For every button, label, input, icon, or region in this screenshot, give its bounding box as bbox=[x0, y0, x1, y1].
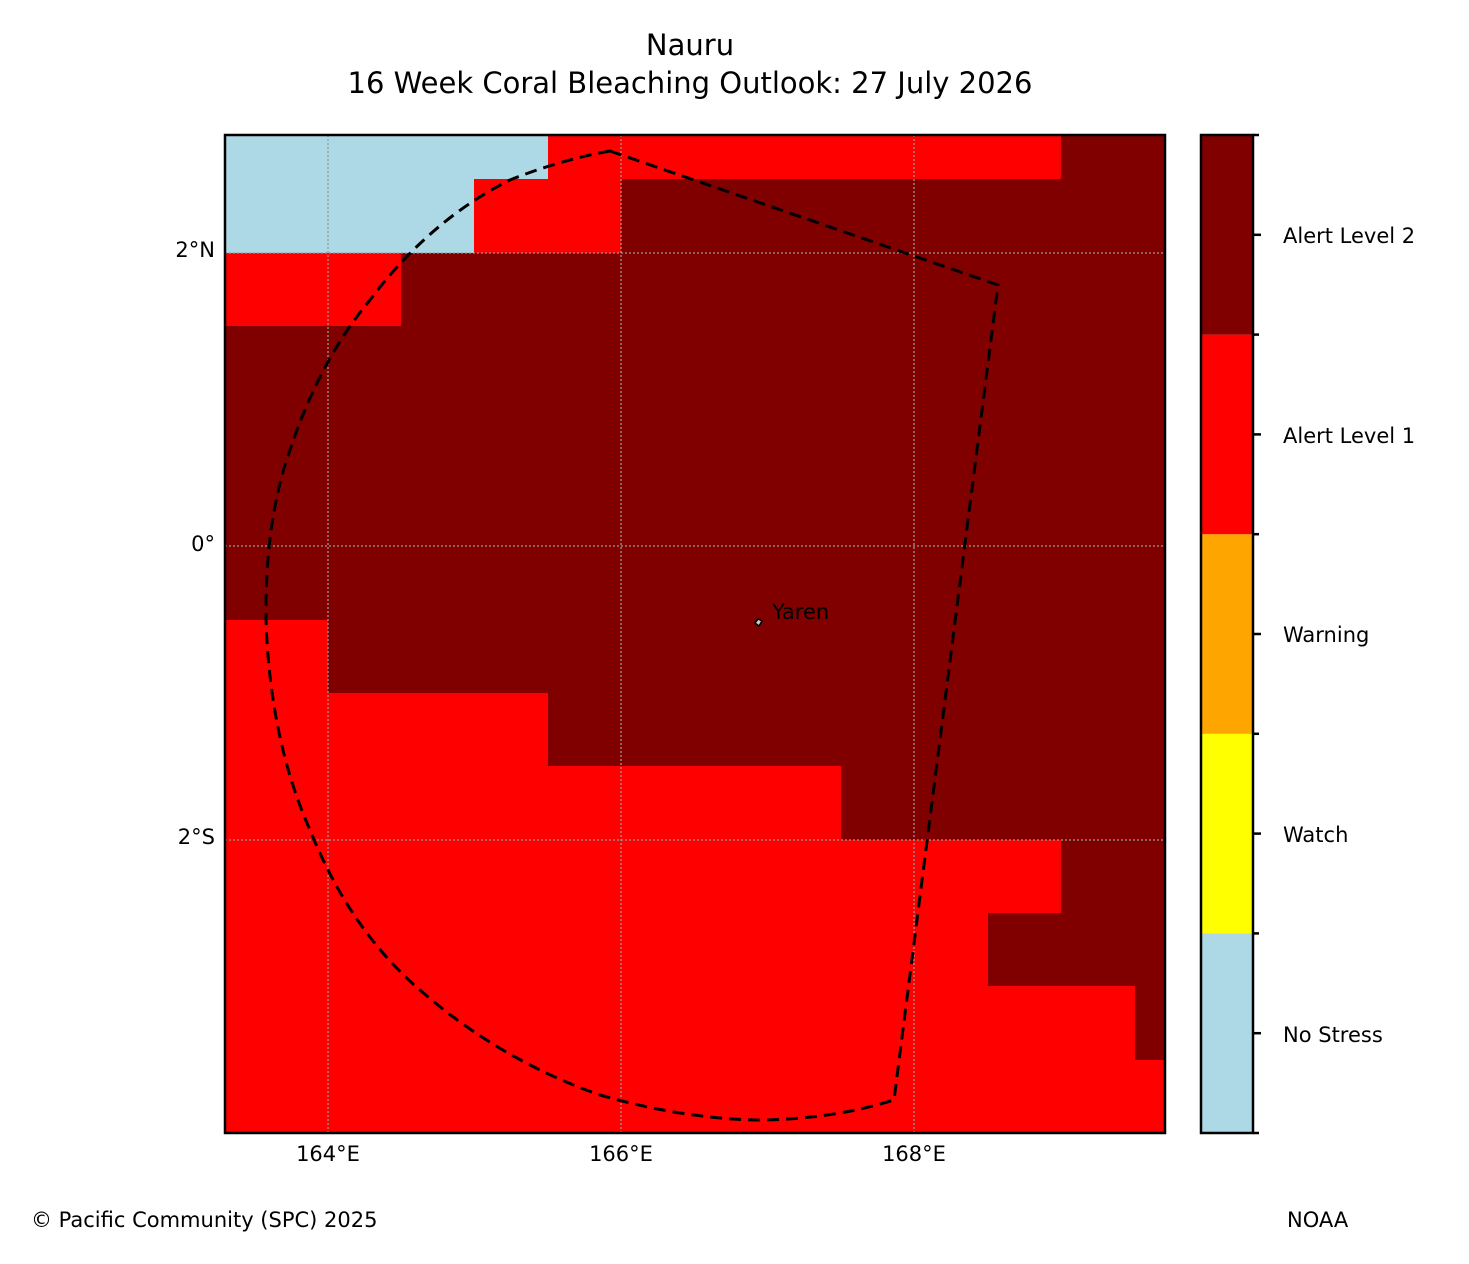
source-text: NOAA bbox=[1287, 1208, 1349, 1232]
legend-label-nostress: No Stress bbox=[1283, 1023, 1383, 1047]
alert-cell-alert1 bbox=[225, 913, 988, 986]
copyright-text: © Pacific Community (SPC) 2025 bbox=[31, 1208, 378, 1232]
lat-label-2s: 2°S bbox=[177, 825, 215, 849]
lon-label-164e: 164°E bbox=[296, 1142, 360, 1166]
colorbar-block bbox=[1201, 534, 1253, 734]
colorbar-blocks bbox=[1201, 135, 1253, 1133]
alert-cell-nostress bbox=[225, 179, 474, 253]
colorbar-block bbox=[1201, 933, 1253, 1133]
lat-label-0: 0° bbox=[191, 532, 215, 556]
colorbar-block bbox=[1201, 135, 1253, 335]
eez-boundary bbox=[264, 149, 1000, 1122]
legend-label-alert1: Alert Level 1 bbox=[1283, 424, 1416, 448]
alert-cell-alert1 bbox=[474, 179, 621, 253]
colorbar-ticks bbox=[1253, 133, 1261, 1135]
lon-label-168e: 168°E bbox=[882, 1142, 946, 1166]
alert-cell-alert1 bbox=[225, 1060, 1165, 1133]
alert-cell-alert1 bbox=[548, 135, 1061, 179]
alert-cell-alert1 bbox=[225, 986, 1135, 1060]
gridlines bbox=[225, 135, 1165, 1133]
colorbar-block bbox=[1201, 334, 1253, 535]
alert-cell-nostress bbox=[225, 135, 548, 179]
place-label-yaren: Yaren bbox=[771, 600, 829, 624]
island-marker bbox=[753, 618, 764, 628]
legend-label-alert2: Alert Level 2 bbox=[1283, 224, 1416, 248]
alert-cell-alert1 bbox=[225, 253, 401, 326]
alert-cell-alert1 bbox=[225, 620, 328, 693]
legend-label-warning: Warning bbox=[1283, 623, 1370, 647]
alert-cell-alert1 bbox=[225, 840, 1061, 913]
alert-raster bbox=[225, 135, 1165, 1133]
lon-label-166e: 166°E bbox=[589, 1142, 653, 1166]
lat-label-2n: 2°N bbox=[175, 238, 215, 262]
map-frame bbox=[223, 133, 1167, 1135]
legend-label-watch: Watch bbox=[1283, 823, 1349, 847]
map-title: Nauru bbox=[645, 28, 735, 62]
map-subtitle: 16 Week Coral Bleaching Outlook: 27 July… bbox=[347, 66, 1033, 100]
colorbar-block bbox=[1201, 733, 1253, 934]
